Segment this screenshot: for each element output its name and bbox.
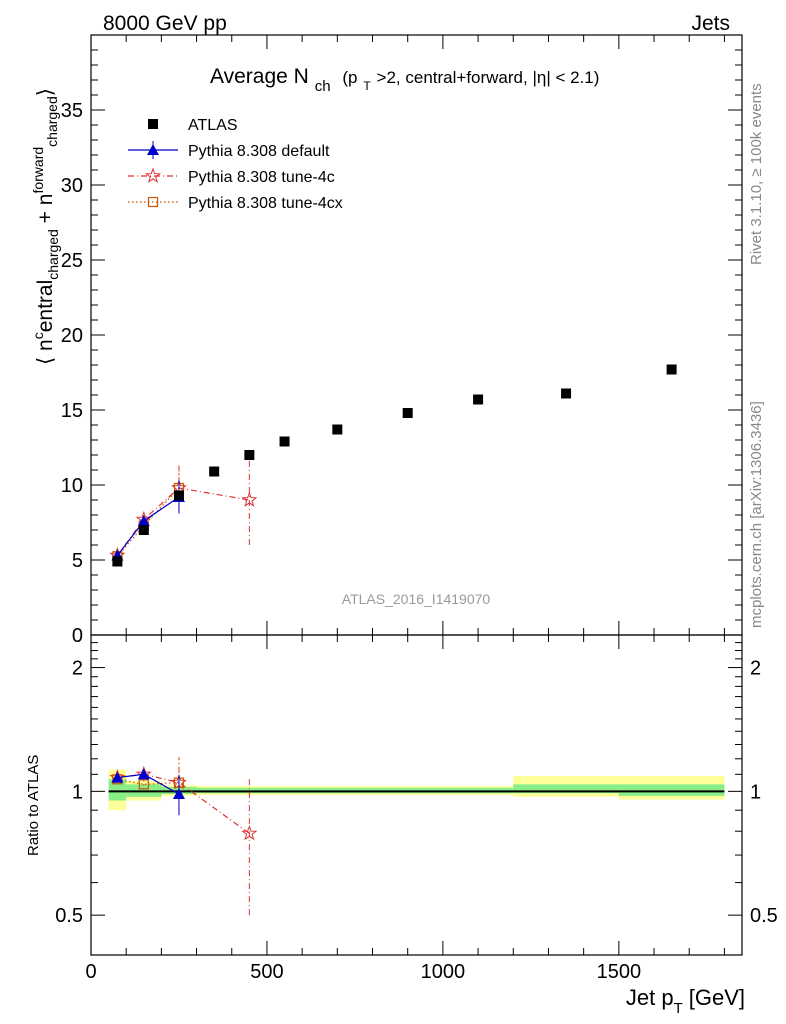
y-tick-label: 25 (61, 250, 83, 272)
atlas-data-point (112, 556, 123, 567)
ratio-plot-frame (90, 634, 743, 956)
ratio-y-tick-label-right: 0.5 (750, 905, 778, 927)
main-y-axis-label: ⟨ ncentralcharged + nforwardcharged⟩ (30, 88, 61, 365)
ratio-data-point (172, 788, 185, 800)
y-tick-label: 5 (72, 550, 83, 572)
ratio-data-point (241, 825, 258, 841)
x-tick-label: 500 (250, 961, 283, 983)
data-point (137, 515, 150, 526)
ratio-data-point (138, 779, 149, 790)
ratio-data-marks (109, 757, 258, 916)
ratio-y-tick-label-right: 2 (750, 658, 761, 680)
y-tick-label: 0 (72, 625, 83, 647)
legend-marker (147, 196, 159, 208)
atlas-data-point (473, 394, 484, 405)
ratio-data-point (137, 768, 150, 780)
legend-label: Pythia 8.308 default (188, 143, 330, 160)
title-rest-2: >2, central+forward, |η| < 2.1) (377, 68, 600, 87)
title-sub: ch (315, 78, 331, 95)
ratio-y-tick-label: 2 (72, 658, 83, 680)
x-tick-label: 1000 (421, 961, 466, 983)
ratio-axis-ticks: 0.5 0.5 1 1 2 2 (55, 635, 778, 955)
data-point (241, 491, 258, 507)
main-data-marks (109, 364, 677, 567)
legend-label: ATLAS (188, 117, 238, 134)
atlas-data-point (666, 364, 677, 375)
legend-marker (147, 144, 159, 155)
plot-title: Average N ch (p T >2, central+forward, |… (210, 65, 599, 96)
ratio-series-line (117, 778, 180, 786)
legend-label: Pythia 8.308 tune-4c (188, 169, 335, 186)
atlas-data-point (402, 408, 413, 418)
legend-marker (148, 119, 158, 129)
ratio-y-tick-label: 0.5 (55, 905, 83, 927)
legend-label: Pythia 8.308 tune-4cx (188, 195, 343, 212)
analysis-watermark: ATLAS_2016_I1419070 (342, 591, 491, 607)
title-rest-sub: T (363, 79, 371, 93)
atlas-data-point (561, 388, 572, 399)
y-tick-label: 10 (61, 475, 83, 497)
legend: ATLAS Pythia 8.308 default Pythia 8.308 tu… (128, 117, 343, 212)
ratio-band-green (618, 784, 725, 796)
header-collision: 8000 GeV pp (103, 12, 227, 35)
atlas-data-point (279, 436, 290, 447)
ratio-plot: 0.5 0.5 1 1 2 2 (55, 634, 778, 956)
x-tick-label: 0 (85, 961, 96, 983)
y-tick-label: 15 (61, 400, 83, 422)
ratio-data-point (111, 771, 124, 783)
header-process: Jets (691, 12, 730, 35)
ratio-band-green (513, 784, 619, 794)
title-rest: (p (342, 68, 357, 87)
ratio-y-tick-label-right: 1 (750, 781, 761, 803)
atlas-data-point (173, 490, 184, 501)
atlas-data-point (244, 450, 255, 460)
rivet-version-label: Rivet 3.1.10, ≥ 100k events (748, 83, 765, 265)
title-main: Average N (210, 65, 309, 88)
ratio-band-green (108, 779, 127, 801)
atlas-data-point (332, 424, 343, 435)
main-plot: 0 5 10 15 20 25 30 35 (61, 34, 743, 647)
y-tick-label: 20 (61, 325, 83, 347)
legend-marker (144, 167, 162, 183)
ratio-y-tick-label: 1 (72, 781, 83, 803)
main-axis-ticks: 0 5 10 15 20 25 30 35 (61, 34, 742, 647)
y-tick-label: 30 (61, 175, 83, 197)
x-tick-labels: 0 500 1000 1500 (85, 961, 641, 983)
ratio-y-axis-label: Ratio to ATLAS (25, 755, 42, 856)
mcplots-reference-label: mcplots.cern.ch [arXiv:1306.3436] (748, 401, 765, 628)
y-tick-label: 35 (61, 100, 83, 122)
ratio-uncertainty-bands (108, 769, 725, 811)
atlas-data-point (209, 466, 220, 477)
atlas-data-point (138, 525, 149, 535)
x-axis-label: Jet pT [GeV] (626, 985, 745, 1017)
x-tick-label: 1500 (597, 961, 642, 983)
